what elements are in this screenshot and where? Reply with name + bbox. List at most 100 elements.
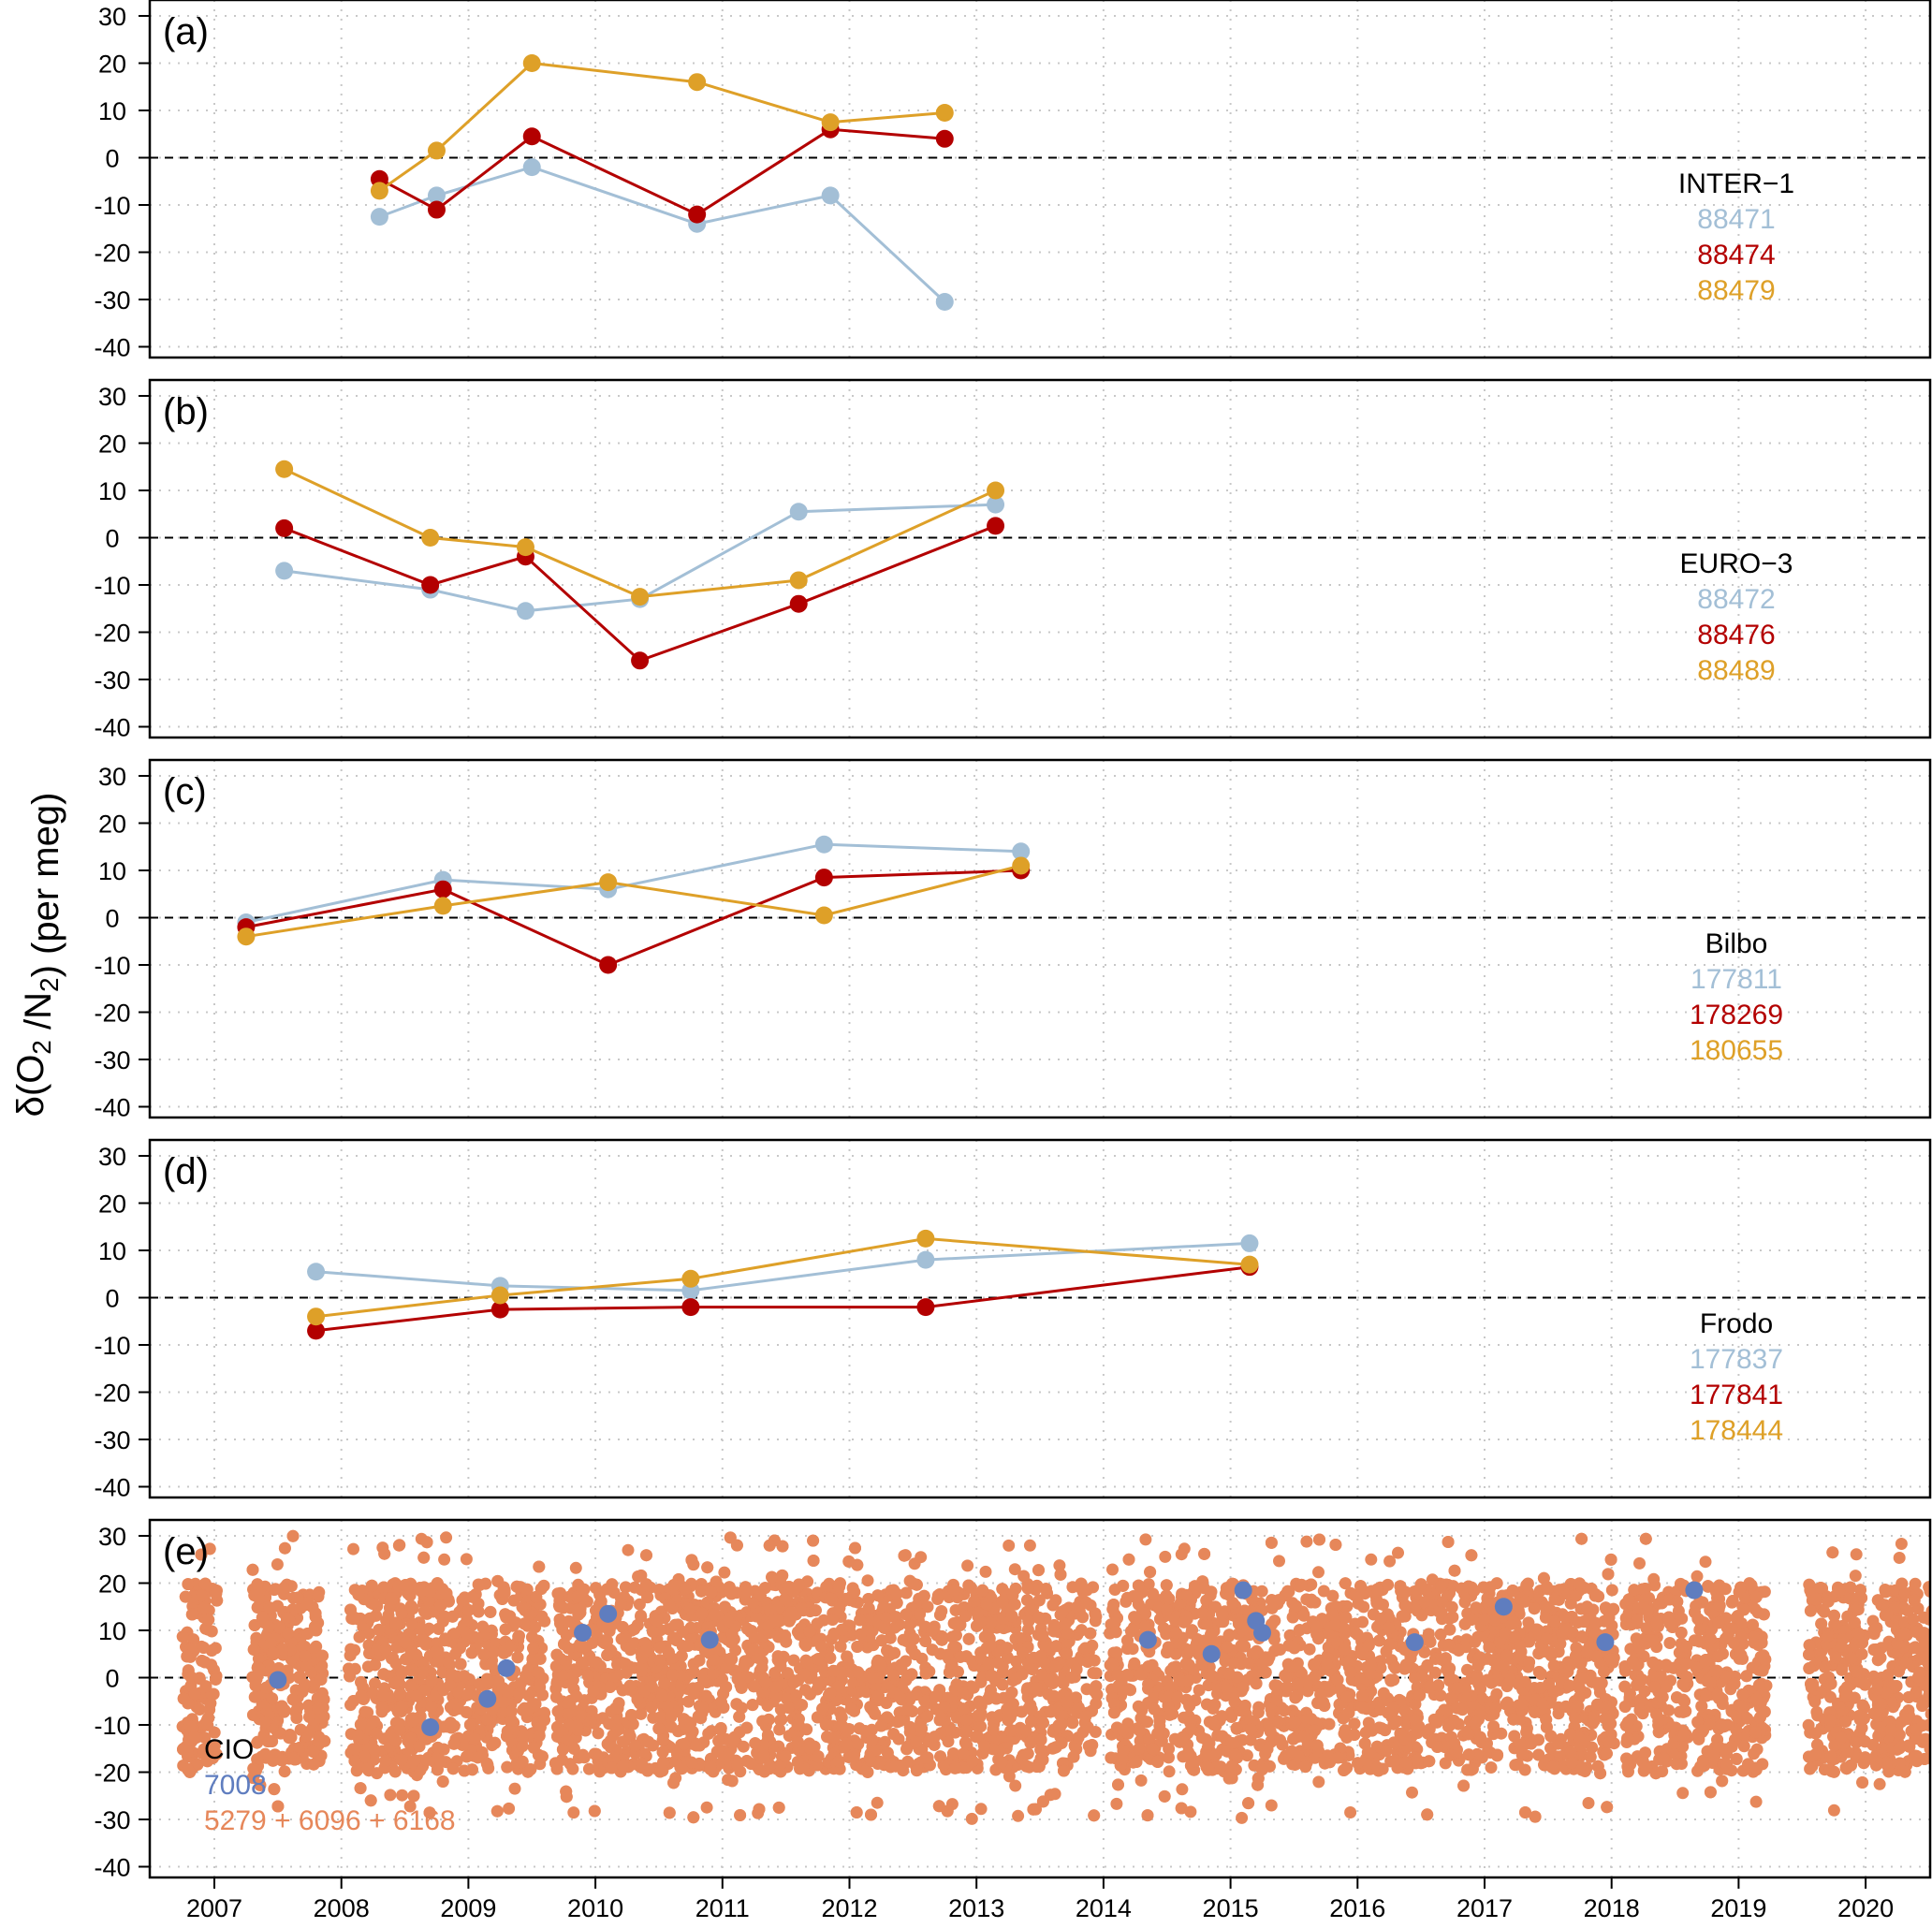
dense-data-point [1163, 1751, 1175, 1764]
grid [150, 760, 1930, 1117]
data-point [688, 205, 707, 224]
legend-title: INTER−1 [1678, 168, 1794, 199]
dense-data-point [1850, 1548, 1863, 1561]
dense-data-point [278, 1765, 291, 1778]
data-point [433, 880, 452, 898]
dense-data-point [979, 1565, 992, 1578]
legend-entry: 88471 [1697, 204, 1775, 235]
series-line [378, 127, 945, 216]
panel-label: (b) [163, 391, 209, 432]
dense-data-point [1873, 1777, 1886, 1790]
dense-data-point [368, 1753, 380, 1766]
dense-data-point [1406, 1786, 1418, 1799]
dense-data-point [567, 1806, 580, 1819]
data-point [821, 186, 840, 205]
data-point [516, 602, 534, 621]
data-point [427, 200, 446, 219]
data-point [814, 869, 833, 887]
data-point [1012, 856, 1031, 875]
dense-data-point [1676, 1787, 1690, 1800]
series-line [284, 503, 996, 613]
dense-data-point [1622, 1765, 1634, 1778]
data-point [490, 1286, 509, 1305]
legend-entry: 180655 [1690, 1035, 1783, 1066]
dense-data-point [1690, 1570, 1704, 1583]
dense-data-point [974, 1803, 988, 1816]
dense-data-point [1303, 1643, 1316, 1656]
plot-area [176, 1529, 1930, 1825]
data-point [821, 113, 840, 132]
dense-data-point [1925, 1707, 1930, 1720]
y-tick-label: -20 [94, 1380, 130, 1408]
y-tick-label: 30 [98, 383, 126, 411]
dense-data-point [396, 1789, 409, 1802]
y-tick-label: 20 [98, 1190, 126, 1219]
dense-data-point [871, 1796, 884, 1809]
data-point [631, 651, 650, 670]
series-points-177841 [307, 1258, 1259, 1340]
data-point [631, 588, 650, 606]
plot-area [307, 1229, 1259, 1340]
y-tick-label: 30 [98, 1523, 126, 1551]
data-point [935, 293, 954, 312]
series-line [245, 842, 1021, 924]
data-point [916, 1298, 935, 1317]
dense-data-point [1090, 1667, 1103, 1680]
y-tick-label: -30 [94, 666, 130, 694]
dense-data-point [1879, 1584, 1892, 1596]
dense-data-point [1308, 1658, 1321, 1671]
series-points-88489 [275, 460, 1005, 606]
dense-data-point [508, 1782, 521, 1795]
dense-data-point [582, 1762, 595, 1775]
dense-data-point [1003, 1539, 1016, 1552]
series-line [284, 524, 997, 663]
y-tick-label: 20 [98, 51, 126, 79]
y-tick-label: -10 [94, 1712, 130, 1740]
dense-data-point [931, 1589, 944, 1602]
dense-data-point [1142, 1578, 1155, 1591]
series-88476 [284, 524, 997, 663]
data-point [370, 208, 388, 226]
series-88472 [284, 503, 996, 613]
dense-data-point [1139, 1533, 1152, 1546]
y-tick-label: -10 [94, 952, 130, 980]
legend-entry: 88476 [1697, 620, 1775, 650]
series-dense-record [176, 1529, 1930, 1825]
legend-entry: 177837 [1690, 1344, 1783, 1375]
series-line [315, 1265, 1251, 1333]
dense-data-point [403, 1800, 417, 1813]
data-point [490, 1300, 509, 1319]
dense-data-point [718, 1566, 731, 1579]
dense-data-point [1312, 1775, 1325, 1789]
dense-data-point [251, 1736, 264, 1749]
grid [150, 380, 1930, 738]
dense-data-point [460, 1553, 473, 1566]
series-points-180655 [237, 856, 1031, 946]
y-tick-label: 0 [105, 525, 119, 553]
data-point [516, 538, 534, 557]
dense-data-point [1008, 1563, 1021, 1576]
dense-data-point [1176, 1783, 1189, 1796]
y-tick-label: -40 [94, 1854, 130, 1882]
y-axis-label: δ(O2 /N2) (per meg) [10, 793, 66, 1117]
series-88474 [378, 127, 945, 216]
data-point [681, 1269, 700, 1288]
legend-entry: 88472 [1697, 584, 1775, 615]
dense-data-point [578, 1751, 591, 1764]
dense-data-point [472, 1578, 485, 1591]
panel-frame [148, 378, 1932, 739]
dense-data-point [1053, 1559, 1066, 1572]
legend-entry: 88479 [1697, 275, 1775, 306]
y-tick-label: 0 [105, 905, 119, 933]
dense-data-point [1066, 1716, 1079, 1730]
dense-data-point [1348, 1717, 1361, 1731]
plot-area [370, 54, 954, 312]
data-point [935, 104, 954, 123]
y-tick-label: -40 [94, 714, 130, 742]
dense-data-point [1893, 1552, 1906, 1564]
data-point [987, 517, 1005, 535]
series-points-88479 [370, 54, 954, 200]
